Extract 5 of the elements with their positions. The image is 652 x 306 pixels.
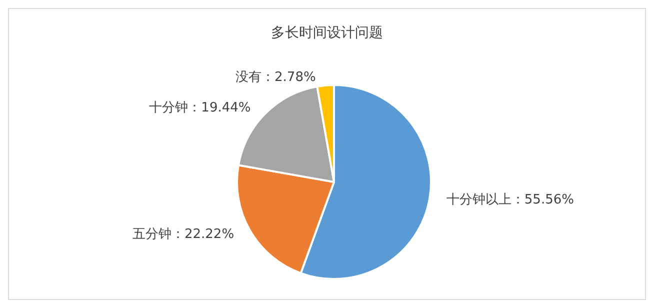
slice-label: 十分钟以上：55.56% xyxy=(446,192,574,208)
slice-label: 十分钟：19.44% xyxy=(149,100,251,116)
slice-label: 没有：2.78% xyxy=(236,70,316,85)
chart-title: 多长时间设计问题 xyxy=(271,25,383,41)
slice-label: 五分钟：22.22% xyxy=(132,226,234,242)
